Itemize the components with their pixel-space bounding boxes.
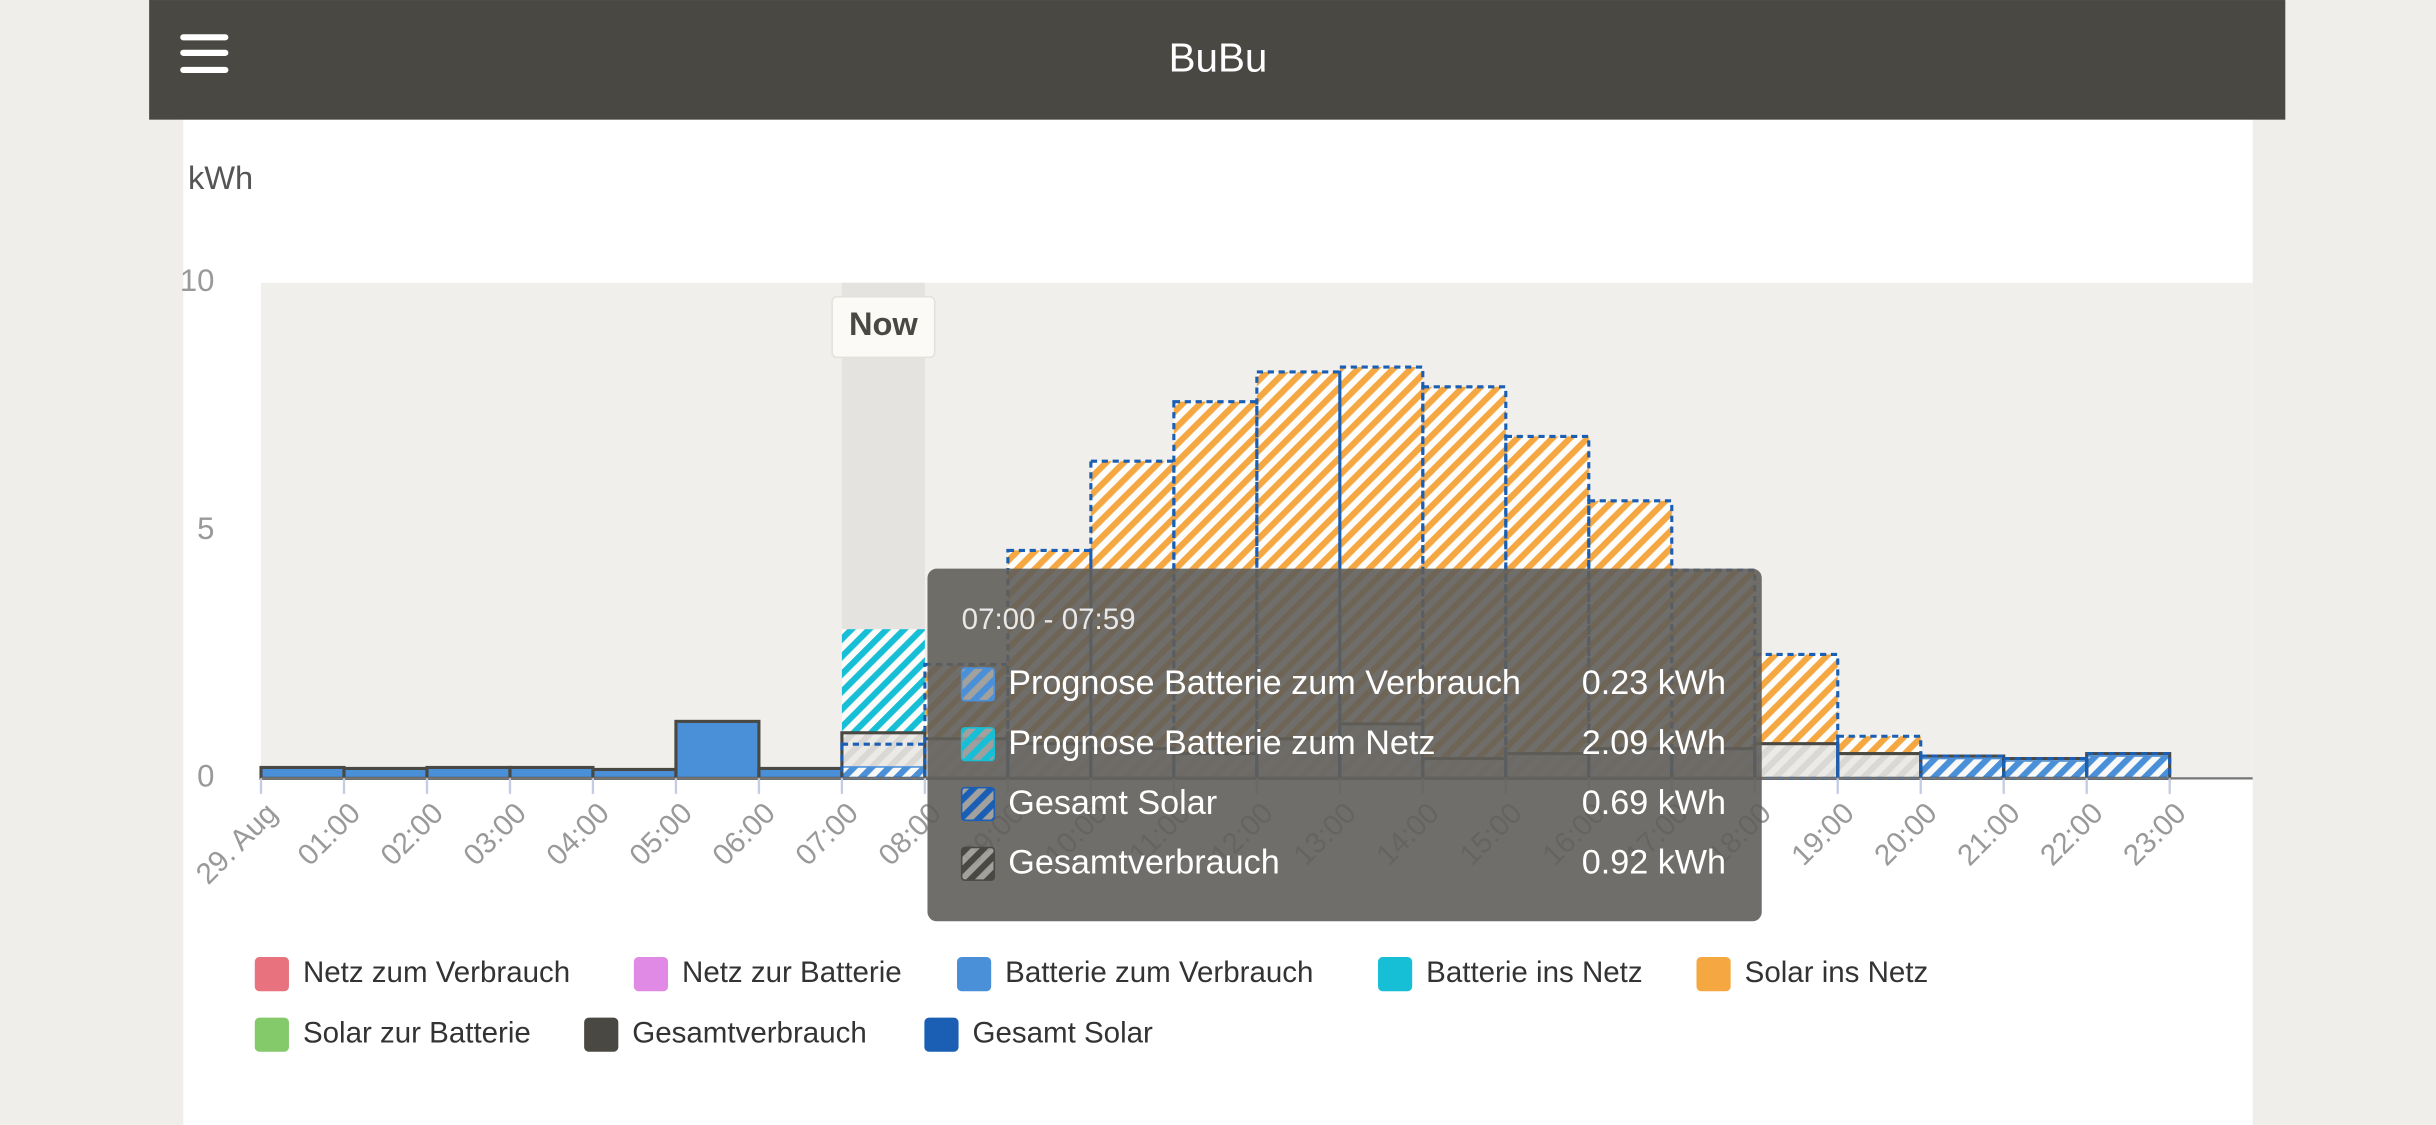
tooltip-box [927, 568, 1762, 922]
legend-swatch [584, 1017, 619, 1052]
y-tick-label: 0 [197, 759, 214, 794]
stacked-bar [1837, 736, 1921, 754]
tooltip-value: 0.23 kWh [1582, 664, 1726, 702]
tooltip-swatch [960, 846, 996, 881]
legend-item[interactable]: Netz zum Verbrauch [254, 956, 570, 992]
legend-label: Gesamt Solar [973, 1017, 1154, 1050]
legend-item[interactable]: Netz zur Batterie [633, 956, 902, 992]
menu-line [180, 49, 229, 56]
stacked-bar [841, 629, 925, 733]
tooltip-label: Prognose Batterie zum Netz [1008, 724, 1435, 762]
legend-swatch [633, 957, 669, 992]
legend-label: Gesamtverbrauch [632, 1017, 866, 1050]
legend-swatch [254, 957, 289, 992]
tooltip-value: 0.92 kWh [1582, 844, 1726, 882]
tooltip-value: 0.69 kWh [1582, 784, 1726, 822]
legend-swatch [254, 1017, 289, 1052]
bar [758, 768, 842, 779]
legend-item[interactable]: Solar ins Netz [1696, 956, 1929, 992]
legend-item[interactable]: Gesamtverbrauch [584, 1017, 867, 1052]
tooltip-swatch [960, 727, 996, 762]
legend-label: Solar ins Netz [1745, 956, 1929, 989]
menu-button[interactable] [180, 34, 229, 74]
y-axis-label: kWh [188, 159, 253, 196]
consumption-forecast-fill [1754, 743, 1838, 779]
bar [2002, 760, 2088, 780]
bar [2085, 755, 2171, 780]
menu-line [180, 34, 229, 41]
tooltip-swatch [960, 786, 996, 822]
header-title: BuBu [1169, 34, 1268, 80]
legend-item[interactable]: Solar zur Batterie [254, 1017, 531, 1052]
legend-label: Solar zur Batterie [303, 1017, 531, 1050]
legend-item[interactable]: Batterie ins Netz [1378, 956, 1643, 992]
legend-label: Batterie zum Verbrauch [1005, 956, 1313, 989]
legend-swatch [924, 1017, 959, 1052]
y-tick-label: 10 [180, 263, 215, 298]
legend-swatch [957, 957, 992, 992]
tooltip-label: Prognose Batterie zum Verbrauch [1008, 664, 1521, 702]
legend-label: Batterie ins Netz [1426, 956, 1642, 989]
now-box [831, 295, 936, 359]
header-bar [149, 0, 2286, 120]
tooltip-label: Gesamtverbrauch [1008, 844, 1279, 882]
legend-label: Netz zur Batterie [682, 956, 902, 989]
bar [592, 769, 676, 779]
bar [841, 766, 926, 780]
tooltip-title: 07:00 - 07:59 [962, 603, 1136, 636]
legend-swatch [1696, 957, 1731, 992]
y-tick-label: 5 [197, 511, 214, 546]
legend-label: Netz zum Verbrauch [303, 956, 570, 989]
legend-item[interactable]: Batterie zum Verbrauch [957, 956, 1313, 992]
legend-swatch [1378, 957, 1413, 992]
menu-line [180, 66, 229, 74]
bar [426, 767, 510, 779]
stacked-bar [1754, 654, 1838, 744]
bar [1919, 757, 2005, 780]
tooltip-label: Gesamt Solar [1008, 784, 1217, 822]
now-label: Now [849, 305, 918, 342]
bar [261, 767, 344, 779]
bar [509, 767, 593, 779]
consumption-forecast-fill [1837, 753, 1921, 779]
bar [343, 768, 427, 779]
legend-item[interactable]: Gesamt Solar [924, 1017, 1153, 1052]
tooltip-value: 2.09 kWh [1582, 724, 1726, 762]
tooltip: 07:00 - 07:59 Prognose Batterie zum Verbr… [927, 568, 1762, 922]
tooltip-swatch [960, 667, 996, 702]
bar [675, 721, 759, 779]
